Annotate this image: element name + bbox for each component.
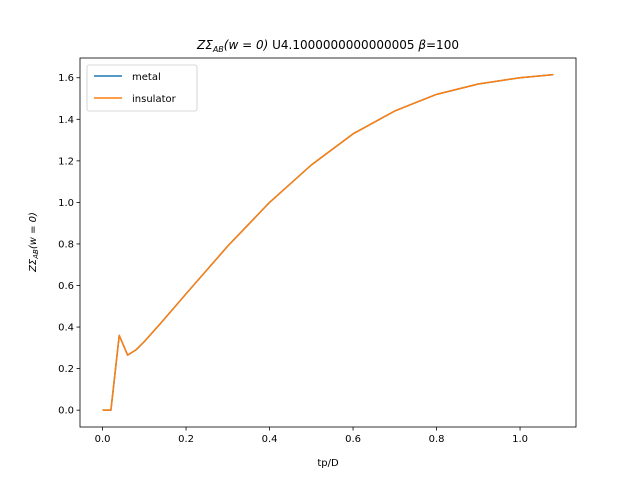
y-axis-label: ZΣAB(w = 0) xyxy=(28,212,40,273)
y-tick-label: 1.0 xyxy=(58,198,74,209)
x-axis-ticks: 0.0 0.2 0.4 0.6 0.8 1.0 xyxy=(95,427,528,445)
y-tick-label: 0.4 xyxy=(58,323,74,334)
chart-title: ZΣAB(w = 0) U4.1000000000000005 β=100 xyxy=(196,38,459,54)
y-tick-label: 1.2 xyxy=(58,156,74,167)
x-tick-label: 1.0 xyxy=(512,434,528,445)
legend: metal insulator xyxy=(86,64,198,112)
x-tick-label: 0.4 xyxy=(262,434,278,445)
x-axis-label: tp/D xyxy=(317,458,339,469)
series-layer xyxy=(102,73,554,411)
y-tick-label: 0.6 xyxy=(58,281,74,292)
y-tick-label: 0.0 xyxy=(58,406,74,417)
series-line-insulator xyxy=(102,73,554,411)
x-tick-label: 0.8 xyxy=(429,434,445,445)
legend-label-metal: metal xyxy=(132,72,161,83)
legend-label-insulator: insulator xyxy=(132,94,177,105)
x-tick-label: 0.2 xyxy=(178,434,194,445)
y-tick-label: 1.6 xyxy=(58,73,74,84)
y-axis-ticks: 0.0 0.2 0.4 0.6 0.8 1.0 1.2 1.4 1.6 xyxy=(58,73,80,417)
axes-frame xyxy=(79,57,577,428)
y-tick-label: 0.8 xyxy=(58,239,74,250)
y-tick-label: 0.2 xyxy=(58,364,74,375)
x-tick-label: 0.6 xyxy=(345,434,361,445)
y-tick-label: 1.4 xyxy=(58,115,74,126)
x-tick-label: 0.0 xyxy=(95,434,111,445)
